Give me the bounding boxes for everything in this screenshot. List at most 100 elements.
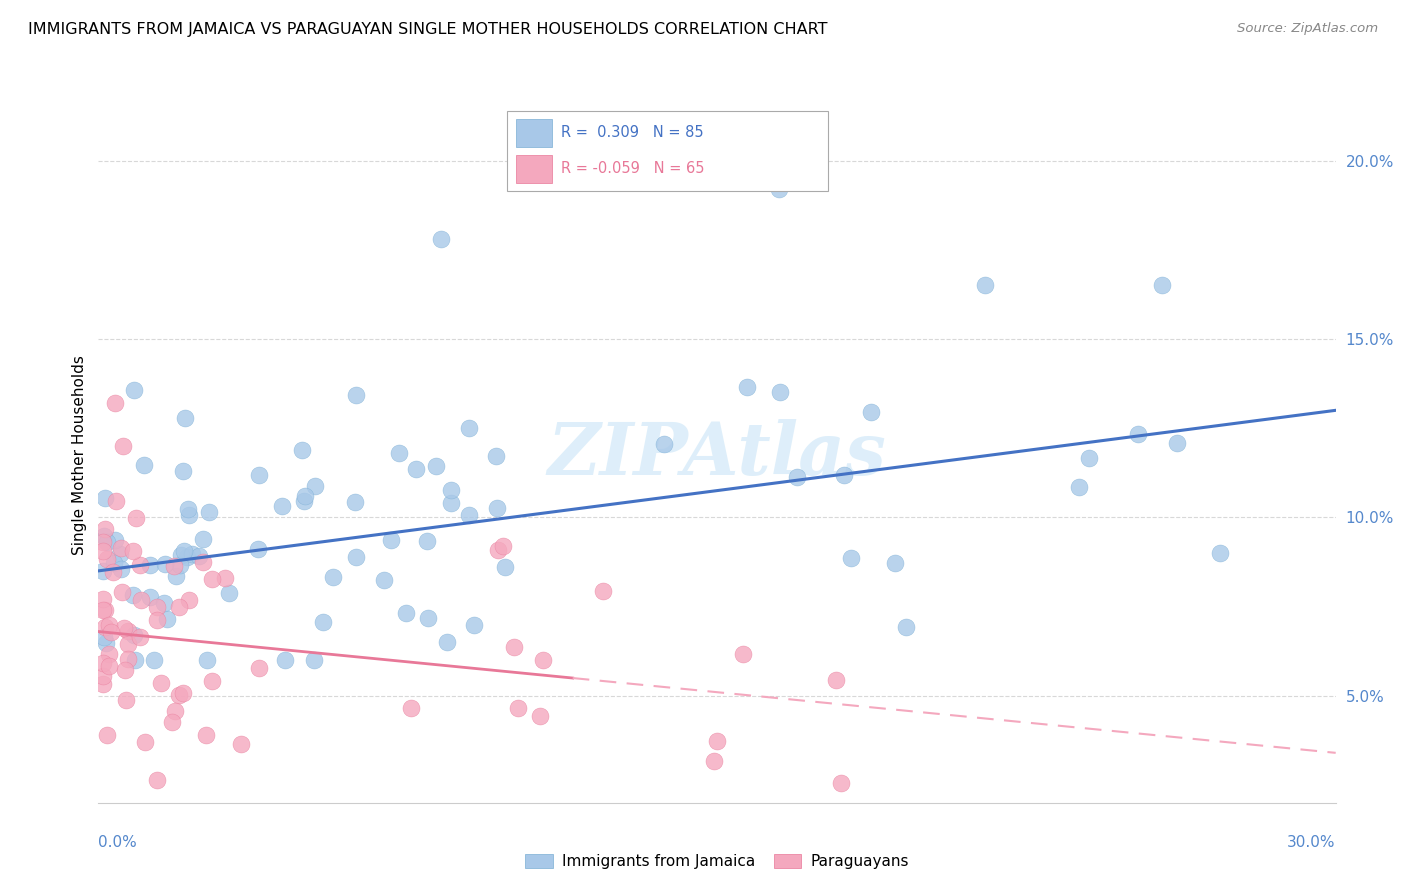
- Point: [187, 549, 209, 563]
- Point: [436, 635, 458, 649]
- Point: [388, 446, 411, 460]
- Point: [737, 380, 759, 394]
- Point: [291, 442, 314, 457]
- Point: [533, 653, 555, 667]
- Point: [830, 775, 852, 789]
- Point: [181, 547, 204, 561]
- Point: [110, 548, 132, 562]
- Text: ZIPAtlas: ZIPAtlas: [548, 419, 886, 491]
- Point: [191, 532, 214, 546]
- Point: [177, 593, 200, 607]
- Point: [91, 564, 114, 578]
- Point: [373, 573, 395, 587]
- Point: [91, 669, 114, 683]
- Point: [395, 606, 418, 620]
- Point: [218, 586, 240, 600]
- Point: [110, 541, 132, 555]
- Point: [112, 622, 135, 636]
- Point: [104, 494, 127, 508]
- Point: [96, 535, 118, 549]
- Point: [214, 571, 236, 585]
- Point: [167, 688, 190, 702]
- Point: [139, 590, 162, 604]
- Point: [405, 462, 427, 476]
- Point: [117, 637, 139, 651]
- Point: [201, 673, 224, 688]
- Point: [91, 656, 114, 670]
- Point: [121, 588, 143, 602]
- Point: [128, 558, 150, 572]
- Point: [486, 543, 509, 558]
- Point: [117, 624, 139, 639]
- Point: [786, 470, 808, 484]
- Point: [97, 659, 120, 673]
- Y-axis label: Single Mother Households: Single Mother Households: [72, 355, 87, 555]
- Point: [343, 495, 366, 509]
- Point: [1126, 427, 1149, 442]
- Point: [494, 559, 516, 574]
- Point: [841, 551, 863, 566]
- Point: [129, 592, 152, 607]
- Point: [503, 640, 526, 654]
- Point: [179, 508, 201, 523]
- Point: [1077, 451, 1099, 466]
- Point: [1209, 546, 1232, 560]
- Point: [100, 625, 122, 640]
- Point: [174, 411, 197, 425]
- Point: [197, 505, 219, 519]
- Point: [458, 421, 481, 435]
- Point: [146, 600, 169, 615]
- Point: [652, 437, 675, 451]
- Text: Source: ZipAtlas.com: Source: ZipAtlas.com: [1237, 22, 1378, 36]
- Point: [122, 544, 145, 558]
- Point: [769, 385, 792, 400]
- Point: [143, 653, 166, 667]
- Point: [706, 734, 728, 748]
- Point: [1166, 435, 1188, 450]
- Point: [104, 533, 127, 547]
- Point: [91, 603, 114, 617]
- Point: [399, 701, 422, 715]
- Point: [425, 458, 447, 473]
- Point: [94, 635, 117, 649]
- Point: [117, 652, 139, 666]
- Point: [146, 613, 169, 627]
- Point: [153, 596, 176, 610]
- Point: [592, 583, 614, 598]
- Point: [125, 511, 148, 525]
- Point: [167, 599, 190, 614]
- Point: [155, 612, 177, 626]
- Point: [860, 405, 883, 419]
- Point: [124, 653, 146, 667]
- Point: [768, 182, 790, 196]
- Point: [97, 647, 120, 661]
- Point: [93, 630, 115, 644]
- Point: [124, 384, 146, 398]
- Point: [132, 458, 155, 472]
- Point: [97, 617, 120, 632]
- Point: [165, 569, 187, 583]
- Point: [491, 539, 513, 553]
- Point: [247, 661, 270, 675]
- Point: [91, 677, 114, 691]
- Point: [115, 693, 138, 707]
- Point: [246, 541, 269, 556]
- Text: IMMIGRANTS FROM JAMAICA VS PARAGUAYAN SINGLE MOTHER HOUSEHOLDS CORRELATION CHART: IMMIGRANTS FROM JAMAICA VS PARAGUAYAN SI…: [28, 22, 828, 37]
- Point: [529, 709, 551, 723]
- Point: [292, 494, 315, 508]
- Point: [896, 620, 918, 634]
- Point: [832, 468, 855, 483]
- Point: [974, 278, 997, 293]
- Point: [311, 615, 333, 629]
- Point: [94, 603, 117, 617]
- Point: [91, 544, 114, 558]
- Point: [103, 556, 125, 570]
- Point: [304, 653, 326, 667]
- Point: [172, 464, 194, 478]
- Point: [114, 663, 136, 677]
- Point: [416, 534, 439, 549]
- Point: [440, 496, 463, 510]
- Point: [134, 735, 156, 749]
- Point: [485, 500, 508, 515]
- Point: [271, 499, 294, 513]
